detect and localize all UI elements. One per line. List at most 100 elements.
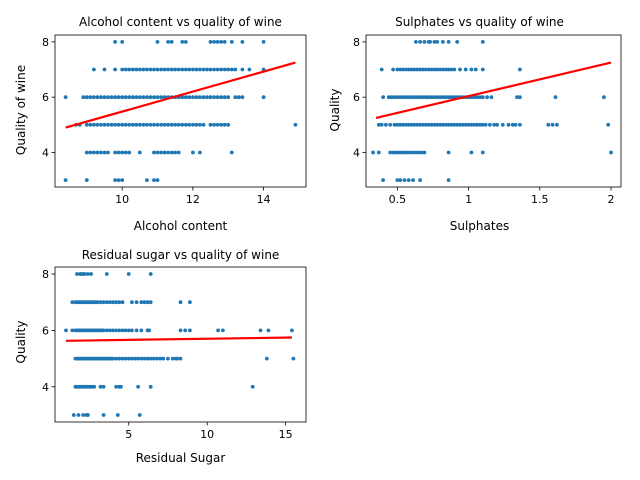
alcohol-point [116, 95, 121, 100]
sugar-point [290, 328, 294, 333]
alcohol-point [229, 40, 234, 44]
sulphates-point [423, 122, 428, 127]
alcohol-point [176, 67, 181, 72]
sulphates-point [478, 95, 482, 100]
sulphates-point [492, 122, 497, 127]
alcohol-point [180, 95, 185, 100]
sugar-point [104, 300, 109, 305]
alcohol-point [137, 122, 142, 127]
sulphates-point [513, 122, 518, 127]
alcohol-point [88, 122, 93, 127]
alcohol-point [113, 122, 117, 127]
alcohol-point [229, 67, 234, 72]
alcohol-point [137, 95, 142, 100]
sulphates-point [458, 122, 462, 127]
sulphates-point [488, 122, 492, 127]
sugar-ylabel: Quality [14, 321, 28, 364]
sulphates-point [395, 67, 400, 72]
alcohol-point [130, 67, 135, 72]
sulphates-point [379, 122, 384, 127]
sulphates-point [371, 150, 375, 155]
sulphates-point [518, 95, 522, 100]
sugar-point [166, 356, 170, 361]
alcohol-point [215, 122, 220, 127]
sulphates-ytick-label: 6 [353, 91, 360, 104]
alcohol-point [233, 95, 238, 100]
sulphates-point [415, 95, 420, 100]
sugar-point [117, 300, 122, 305]
sulphates-point [515, 95, 519, 100]
alcohol-point [113, 150, 117, 155]
sulphates-point [480, 67, 485, 72]
sugar-point [108, 300, 112, 305]
sulphates-point [414, 150, 418, 155]
sugar-point [114, 384, 119, 389]
sugar-point [117, 356, 122, 361]
sulphates-point [443, 67, 448, 72]
sugar-point [142, 300, 147, 305]
sulphates-point [480, 150, 485, 155]
alcohol-point [169, 122, 174, 127]
alcohol-point [120, 122, 125, 127]
sugar-point [123, 328, 128, 333]
sulphates-point [441, 122, 445, 127]
sulphates-point [421, 95, 425, 100]
sulphates-point [404, 67, 408, 72]
sulphates-point [435, 40, 440, 44]
sulphates-point [394, 150, 398, 155]
alcohol-point [173, 67, 178, 72]
sulphates-point [518, 122, 522, 127]
sulphates-point [422, 40, 427, 44]
alcohol-point [106, 95, 110, 100]
sulphates-point [389, 95, 394, 100]
alcohol-point [222, 122, 227, 127]
sugar-point [148, 300, 153, 305]
alcohol-point [219, 122, 224, 127]
alcohol-point [155, 40, 160, 44]
sulphates-point [406, 178, 411, 183]
alcohol-ylabel: Quality of wine [14, 65, 28, 155]
sulphates-point [452, 122, 457, 127]
alcohol-point [205, 95, 209, 100]
alcohol-point [130, 95, 135, 100]
alcohol-point [222, 40, 227, 44]
sugar-point [126, 356, 131, 361]
alcohol-point [102, 150, 107, 155]
alcohol-ytick-label: 6 [42, 91, 49, 104]
sugar-point [95, 300, 100, 305]
alcohol-point [169, 150, 174, 155]
sugar-point [104, 272, 109, 276]
sugar-ytick-label: 4 [42, 381, 49, 394]
sulphates-point [432, 122, 437, 127]
sugar-point [114, 300, 119, 305]
alcohol-point [120, 40, 125, 44]
alcohol-point [130, 122, 135, 127]
alcohol-point [141, 122, 146, 127]
sulphates-point [480, 40, 485, 44]
sugar-xlabel: Residual Sugar [136, 451, 226, 465]
sulphates-fit-line [375, 61, 612, 119]
sugar-plot: 5 10 15 4 6 8 [42, 266, 307, 441]
alcohol-point [152, 67, 156, 72]
sugar-point [89, 272, 93, 276]
sulphates-point [384, 122, 388, 127]
alcohol-point [198, 67, 202, 72]
sulphates-point [461, 122, 465, 127]
alcohol-ytick-label: 8 [42, 36, 49, 49]
sugar-point [170, 356, 175, 361]
sulphates-point [381, 178, 385, 183]
sulphates-point [463, 67, 468, 72]
alcohol-point [169, 67, 174, 72]
alcohol-point [88, 95, 93, 100]
sugar-point [82, 272, 87, 276]
alcohol-point [120, 95, 125, 100]
sulphates-point [428, 40, 432, 44]
sulphates-point [426, 122, 431, 127]
alcohol-point [162, 150, 167, 155]
alcohol-point [95, 95, 100, 100]
alcohol-point [176, 150, 181, 155]
sugar-point [139, 356, 144, 361]
sulphates-ylabel: Quality [328, 89, 342, 132]
sugar-point [120, 328, 125, 333]
sugar-point [114, 356, 119, 361]
